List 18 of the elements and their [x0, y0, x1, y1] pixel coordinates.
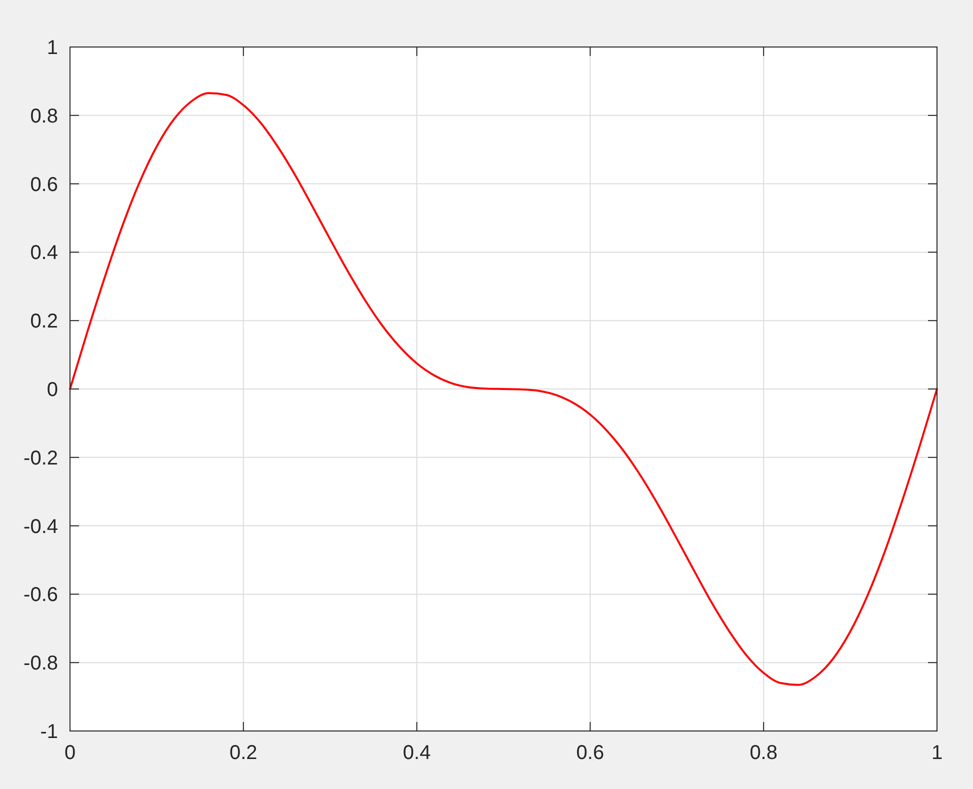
y-tick-label: -0.4	[24, 516, 58, 538]
x-tick-label: 0.6	[576, 742, 604, 764]
y-tick-label: 0.2	[30, 310, 58, 333]
line-series	[69, 92, 938, 686]
y-tick-label: 0	[46, 379, 58, 401]
y-tick-label: 0.8	[30, 105, 58, 128]
x-tick-label: 0	[64, 742, 76, 764]
y-tick-label: -1	[40, 721, 58, 743]
x-tick-label: 0.2	[229, 742, 258, 764]
y-tick-label: -0.8	[24, 652, 58, 675]
x-tick-label: 0.4	[402, 742, 431, 764]
y-tick-label: -0.6	[24, 584, 58, 606]
x-tick-label: 1	[931, 742, 943, 764]
y-tick-label: 1	[46, 37, 58, 59]
x-tick-label: 0.8	[750, 742, 778, 764]
y-tick-label: -0.2	[24, 447, 58, 470]
y-tick-label: 0.6	[30, 174, 58, 196]
y-tick-label: 0.4	[30, 242, 58, 264]
